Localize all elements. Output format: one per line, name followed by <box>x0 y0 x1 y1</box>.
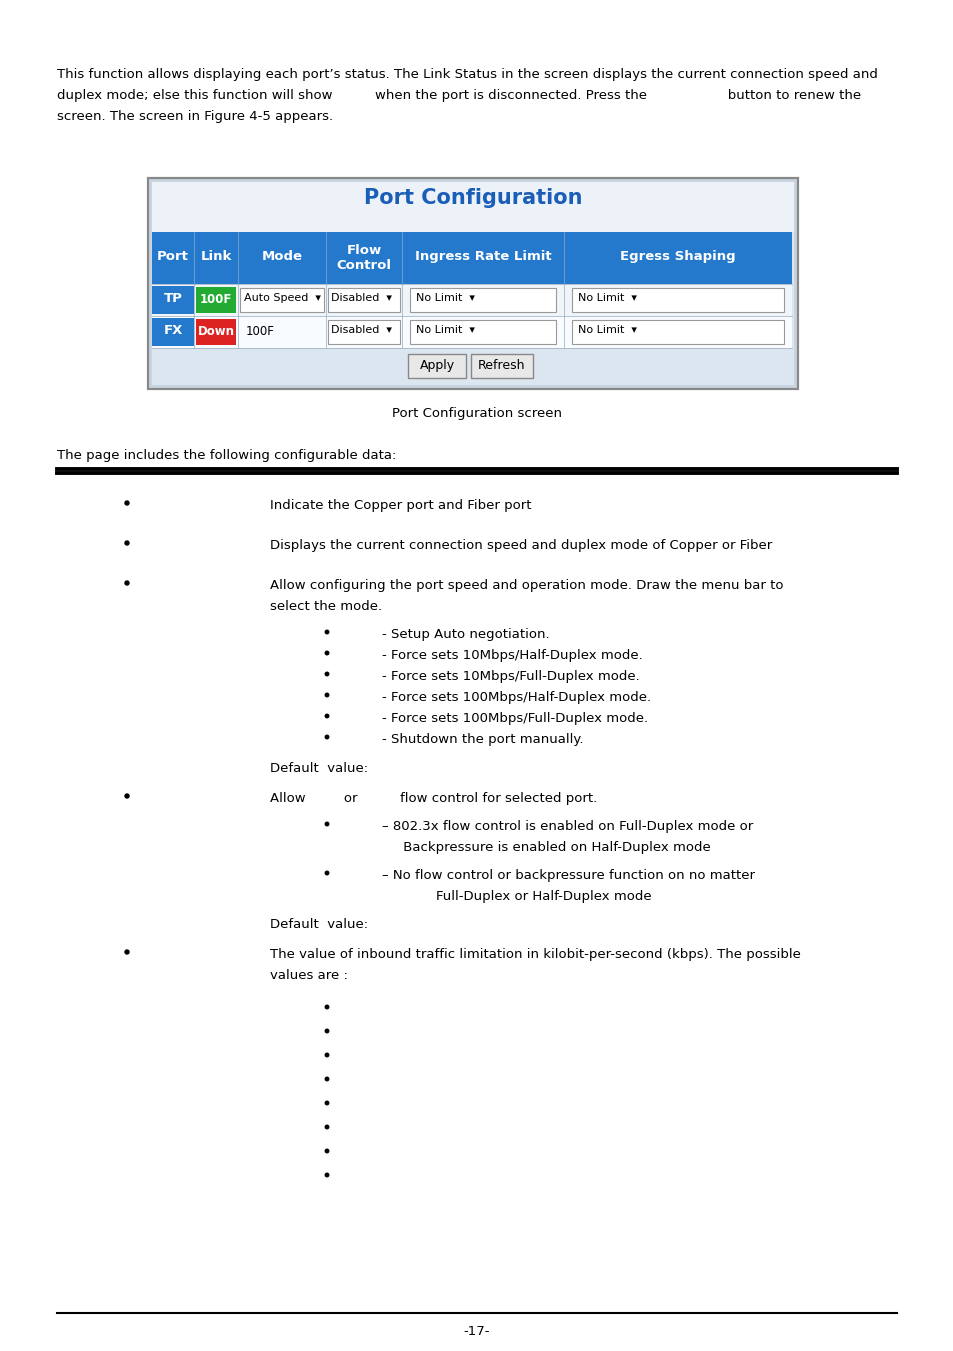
Text: values are :: values are : <box>270 969 348 982</box>
Text: This function allows displaying each port’s status. The Link Status in the scree: This function allows displaying each por… <box>57 68 877 81</box>
Text: duplex mode; else this function will show          when the port is disconnected: duplex mode; else this function will sho… <box>57 89 861 101</box>
Text: Port: Port <box>157 250 189 263</box>
Circle shape <box>325 715 329 717</box>
Circle shape <box>325 1125 329 1128</box>
Circle shape <box>325 1077 329 1081</box>
Text: 100F: 100F <box>199 293 232 305</box>
Text: Displays the current connection speed and duplex mode of Copper or Fiber: Displays the current connection speed an… <box>270 539 771 553</box>
Text: Flow: Flow <box>346 245 381 257</box>
Text: The page includes the following configurable data:: The page includes the following configur… <box>57 449 395 462</box>
Text: Indicate the Copper port and Fiber port: Indicate the Copper port and Fiber port <box>270 499 531 512</box>
Bar <box>572 288 783 312</box>
Text: Port Configuration: Port Configuration <box>363 188 581 208</box>
Bar <box>152 316 791 349</box>
Circle shape <box>325 1005 329 1009</box>
Text: 100F: 100F <box>246 326 274 338</box>
Bar <box>328 288 399 312</box>
Text: Down: Down <box>197 326 234 338</box>
Text: No Limit  ▾: No Limit ▾ <box>578 293 637 303</box>
Bar <box>471 354 533 378</box>
Circle shape <box>125 794 129 798</box>
Text: Full-Duplex or Half-Duplex mode: Full-Duplex or Half-Duplex mode <box>401 890 651 902</box>
Bar <box>410 320 556 345</box>
Circle shape <box>325 1029 329 1032</box>
Bar <box>195 319 235 345</box>
Bar <box>152 182 793 385</box>
Text: The value of inbound traffic limitation in kilobit-per-second (kbps). The possib: The value of inbound traffic limitation … <box>270 948 800 961</box>
Circle shape <box>325 631 329 634</box>
Text: Disabled  ▾: Disabled ▾ <box>331 326 392 335</box>
Circle shape <box>125 501 129 505</box>
Circle shape <box>325 871 329 874</box>
Bar <box>195 286 235 313</box>
Bar <box>408 354 465 378</box>
Text: Egress Shaping: Egress Shaping <box>619 250 735 263</box>
Text: Allow configuring the port speed and operation mode. Draw the menu bar to: Allow configuring the port speed and ope… <box>270 580 782 592</box>
Text: Default  value:: Default value: <box>270 762 368 775</box>
Text: Link: Link <box>200 250 232 263</box>
Circle shape <box>125 581 129 585</box>
Bar <box>152 182 793 232</box>
Text: screen. The screen in Figure 4-5 appears.: screen. The screen in Figure 4-5 appears… <box>57 109 333 123</box>
Text: – No flow control or backpressure function on no matter: – No flow control or backpressure functi… <box>381 869 754 882</box>
Text: Auto Speed  ▾: Auto Speed ▾ <box>244 293 320 303</box>
Circle shape <box>325 1150 329 1152</box>
Text: Refresh: Refresh <box>477 359 525 372</box>
Text: - Force sets 100Mbps/Full-Duplex mode.: - Force sets 100Mbps/Full-Duplex mode. <box>381 712 647 725</box>
Text: Backpressure is enabled on Half-Duplex mode: Backpressure is enabled on Half-Duplex m… <box>381 842 710 854</box>
Text: No Limit  ▾: No Limit ▾ <box>578 326 637 335</box>
Text: - Force sets 10Mbps/Half-Duplex mode.: - Force sets 10Mbps/Half-Duplex mode. <box>381 648 642 662</box>
Circle shape <box>325 823 329 825</box>
Text: Allow         or          flow control for selected port.: Allow or flow control for selected port. <box>270 792 597 805</box>
Bar <box>152 284 791 316</box>
Circle shape <box>325 693 329 697</box>
Text: Default  value:: Default value: <box>270 917 368 931</box>
Bar <box>148 178 797 389</box>
Circle shape <box>325 673 329 676</box>
Bar <box>240 288 324 312</box>
Text: TP: TP <box>163 292 182 305</box>
Circle shape <box>125 540 129 544</box>
Text: – 802.3x flow control is enabled on Full-Duplex mode or: – 802.3x flow control is enabled on Full… <box>381 820 753 834</box>
Text: Port Configuration screen: Port Configuration screen <box>392 407 561 420</box>
Text: - Shutdown the port manually.: - Shutdown the port manually. <box>381 734 583 746</box>
Bar <box>152 317 193 346</box>
Bar <box>152 232 791 284</box>
Circle shape <box>325 1173 329 1177</box>
Text: - Force sets 10Mbps/Full-Duplex mode.: - Force sets 10Mbps/Full-Duplex mode. <box>381 670 639 684</box>
Text: - Setup Auto negotiation.: - Setup Auto negotiation. <box>381 628 549 640</box>
Text: Apply: Apply <box>419 359 454 372</box>
Bar <box>152 286 193 313</box>
Text: Control: Control <box>336 259 391 272</box>
Bar <box>148 178 797 389</box>
Text: Ingress Rate Limit: Ingress Rate Limit <box>415 250 551 263</box>
Text: - Force sets 100Mbps/Half-Duplex mode.: - Force sets 100Mbps/Half-Duplex mode. <box>381 690 651 704</box>
Text: No Limit  ▾: No Limit ▾ <box>416 326 475 335</box>
Bar <box>328 320 399 345</box>
Bar <box>410 288 556 312</box>
Text: select the mode.: select the mode. <box>270 600 382 613</box>
Text: Mode: Mode <box>261 250 302 263</box>
Text: No Limit  ▾: No Limit ▾ <box>416 293 475 303</box>
Circle shape <box>125 950 129 954</box>
Text: Disabled  ▾: Disabled ▾ <box>331 293 392 303</box>
Text: FX: FX <box>163 324 182 336</box>
Circle shape <box>325 735 329 739</box>
Circle shape <box>325 1054 329 1056</box>
Circle shape <box>325 1101 329 1105</box>
Circle shape <box>325 651 329 655</box>
Bar <box>572 320 783 345</box>
Text: -17-: -17- <box>463 1325 490 1337</box>
